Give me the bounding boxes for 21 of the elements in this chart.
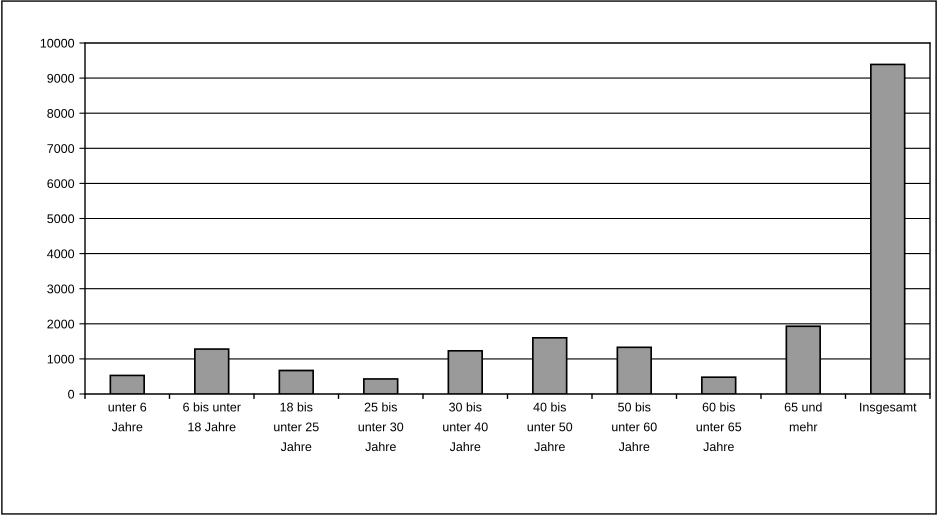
- x-tick-label: 30 bis unter 40 Jahre: [443, 402, 488, 452]
- x-tick-label: 25 bis unter 30 Jahre: [358, 402, 404, 452]
- x-tick-label: 50 bis unter 60 Jahre: [612, 402, 657, 452]
- y-tick-label: 0: [68, 390, 74, 399]
- x-tick-label: 60 bis unter 65 Jahre: [696, 402, 742, 452]
- y-tick-label: 1000: [48, 354, 74, 364]
- y-tick-label: 5000: [47, 214, 74, 224]
- y-tick-label: 9000: [47, 74, 74, 83]
- x-tick-label: 65 und mehr: [784, 402, 822, 432]
- x-tick-label: 18 bis unter 25 Jahre: [274, 402, 319, 452]
- y-tick-label: 6000: [47, 179, 74, 188]
- y-tick-label: 2000: [47, 320, 74, 328]
- x-tick-label: Insgesamt: [860, 402, 916, 414]
- x-tick-label: 40 bis unter 50 Jahre: [528, 402, 572, 452]
- y-tick-label: 3000: [47, 284, 74, 294]
- x-tick-label: 6 bis unter 18 Jahre: [183, 402, 241, 432]
- y-tick-label: 8000: [47, 109, 74, 118]
- y-tick-label: 10000: [40, 38, 74, 48]
- y-tick-label: 4000: [47, 249, 74, 258]
- y-tick-label: 7000: [47, 144, 74, 153]
- x-tick-label: unter 6 Jahre: [108, 402, 146, 432]
